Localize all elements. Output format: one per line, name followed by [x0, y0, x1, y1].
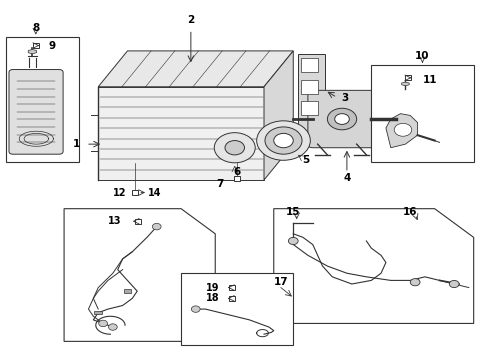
- Circle shape: [152, 224, 161, 230]
- Text: 13: 13: [108, 216, 122, 226]
- Bar: [123, 289, 131, 293]
- Text: 11: 11: [422, 75, 436, 85]
- Polygon shape: [98, 51, 293, 87]
- Circle shape: [273, 134, 293, 148]
- Text: 4: 4: [343, 173, 350, 183]
- Polygon shape: [298, 54, 325, 134]
- Text: 1: 1: [73, 139, 80, 149]
- Bar: [229, 285, 235, 290]
- Circle shape: [264, 127, 302, 154]
- Text: 16: 16: [402, 207, 417, 217]
- Text: 10: 10: [414, 51, 429, 61]
- Bar: [229, 296, 235, 301]
- Polygon shape: [273, 209, 473, 323]
- Bar: [234, 176, 240, 180]
- Text: 2: 2: [187, 15, 194, 26]
- Circle shape: [334, 114, 348, 125]
- Circle shape: [288, 237, 298, 244]
- Circle shape: [409, 279, 419, 286]
- Bar: [370, 65, 473, 162]
- Text: 14: 14: [147, 188, 161, 198]
- Circle shape: [214, 133, 255, 163]
- Circle shape: [224, 140, 244, 155]
- Circle shape: [393, 123, 411, 136]
- Polygon shape: [264, 51, 293, 180]
- Polygon shape: [64, 209, 215, 341]
- Circle shape: [256, 121, 310, 160]
- Bar: [94, 311, 102, 315]
- Text: 18: 18: [205, 293, 219, 303]
- Text: 5: 5: [301, 155, 308, 165]
- Text: 8: 8: [32, 23, 40, 33]
- Bar: [98, 87, 264, 180]
- Text: 3: 3: [340, 93, 347, 103]
- Bar: [181, 273, 293, 345]
- Circle shape: [448, 280, 458, 288]
- FancyBboxPatch shape: [9, 69, 63, 154]
- Bar: [131, 190, 138, 195]
- Bar: [300, 58, 317, 72]
- Text: 12: 12: [113, 188, 127, 198]
- Bar: [404, 76, 410, 80]
- Bar: [300, 101, 317, 116]
- Text: 9: 9: [48, 41, 56, 50]
- Bar: [300, 80, 317, 94]
- Circle shape: [108, 324, 117, 330]
- Polygon shape: [28, 49, 37, 54]
- Text: 15: 15: [285, 207, 300, 217]
- Polygon shape: [401, 82, 408, 86]
- Bar: [5, 37, 79, 162]
- Bar: [33, 43, 39, 48]
- Text: 6: 6: [233, 167, 240, 177]
- Text: 17: 17: [273, 277, 288, 287]
- Circle shape: [327, 108, 356, 130]
- FancyBboxPatch shape: [307, 90, 375, 148]
- Circle shape: [191, 306, 200, 312]
- Polygon shape: [385, 114, 417, 148]
- Bar: [135, 219, 141, 224]
- Text: 7: 7: [216, 179, 224, 189]
- Circle shape: [99, 320, 107, 327]
- Text: 19: 19: [205, 283, 219, 293]
